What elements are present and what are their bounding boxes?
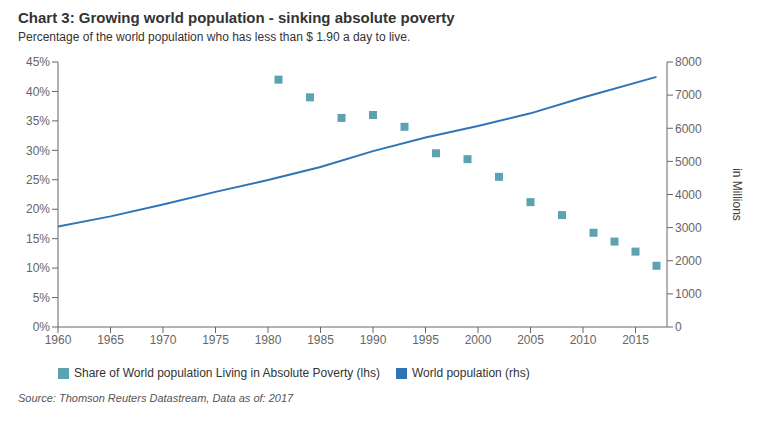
html-text:Share of World population Livi: Share of World population Living in Abso… xyxy=(74,366,380,380)
svg-text:7000: 7000 xyxy=(675,88,702,102)
svg-text:2005: 2005 xyxy=(517,333,544,347)
svg-text:40%: 40% xyxy=(26,85,50,99)
svg-text:2000: 2000 xyxy=(465,333,492,347)
svg-text:0%: 0% xyxy=(33,320,51,334)
svg-text:15%: 15% xyxy=(26,232,50,246)
html-text:Source: Thomson Reuters Datast: Source: Thomson Reuters Datastream, Data… xyxy=(18,392,294,404)
svg-text:30%: 30% xyxy=(26,144,50,158)
svg-text:1990: 1990 xyxy=(360,333,387,347)
svg-text:5000: 5000 xyxy=(675,155,702,169)
svg-text:1970: 1970 xyxy=(150,333,177,347)
svg-text:1975: 1975 xyxy=(202,333,229,347)
svg-text:1960: 1960 xyxy=(45,333,72,347)
svg-text:2000: 2000 xyxy=(675,254,702,268)
svg-text:10%: 10% xyxy=(26,261,50,275)
svg-text:20%: 20% xyxy=(26,202,50,216)
svg-text:0: 0 xyxy=(675,320,682,334)
svg-text:6000: 6000 xyxy=(675,122,702,136)
svg-text:4000: 4000 xyxy=(675,188,702,202)
html-text:Percentage of the world popula: Percentage of the world population who h… xyxy=(18,30,411,44)
svg-text:1000: 1000 xyxy=(675,287,702,301)
svg-text:1985: 1985 xyxy=(307,333,334,347)
svg-text:5%: 5% xyxy=(33,291,51,305)
svg-text:2010: 2010 xyxy=(570,333,597,347)
svg-text:1980: 1980 xyxy=(255,333,282,347)
svg-text:in Millions: in Millions xyxy=(730,168,744,221)
svg-text:25%: 25% xyxy=(26,173,50,187)
html-text:World population (rhs): World population (rhs) xyxy=(412,366,530,380)
svg-text:1965: 1965 xyxy=(97,333,124,347)
svg-text:2015: 2015 xyxy=(622,333,649,347)
svg-text:1995: 1995 xyxy=(412,333,439,347)
svg-text:3000: 3000 xyxy=(675,221,702,235)
svg-text:35%: 35% xyxy=(26,114,50,128)
svg-text:45%: 45% xyxy=(26,55,50,69)
svg-text:8000: 8000 xyxy=(675,55,702,69)
html-text:Chart 3: Growing world populat: Chart 3: Growing world population - sink… xyxy=(18,9,455,26)
